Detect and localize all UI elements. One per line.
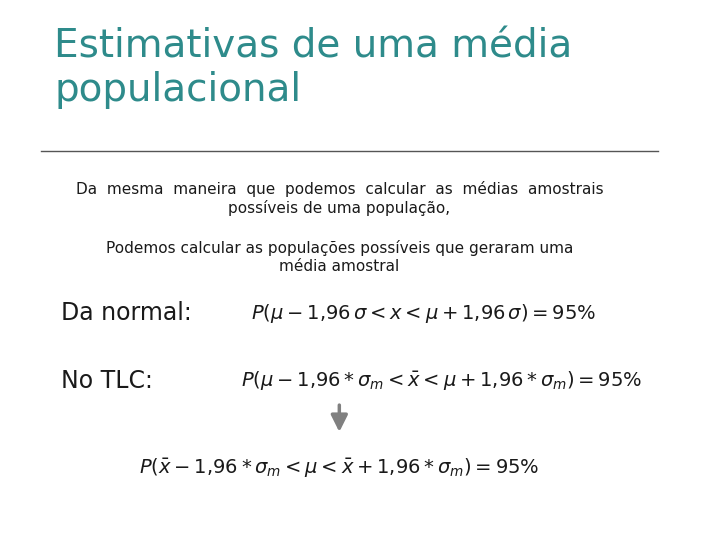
Text: $P(\bar{x} - 1{,}96 * \sigma_m < \mu < \bar{x} + 1{,}96 * \sigma_m) = 95\%$: $P(\bar{x} - 1{,}96 * \sigma_m < \mu < \…	[139, 456, 539, 478]
Text: $P(\mu - 1{,}96 * \sigma_m < \bar{x} < \mu + 1{,}96 * \sigma_m) = 95\%$: $P(\mu - 1{,}96 * \sigma_m < \bar{x} < \…	[241, 369, 642, 392]
Text: No TLC:: No TLC:	[61, 369, 161, 393]
Text: Da  mesma  maneira  que  podemos  calcular  as  médias  amostrais
possíveis de u: Da mesma maneira que podemos calcular as…	[76, 181, 603, 215]
Text: $P(\mu - 1{,}96\,\sigma < x < \mu + 1{,}96\,\sigma) = 95\%$: $P(\mu - 1{,}96\,\sigma < x < \mu + 1{,}…	[251, 302, 596, 325]
Text: Estimativas de uma média
populacional: Estimativas de uma média populacional	[54, 27, 572, 109]
Text: Podemos calcular as populações possíveis que geraram uma
média amostral: Podemos calcular as populações possíveis…	[106, 240, 573, 274]
Text: Da normal:: Da normal:	[61, 301, 199, 325]
